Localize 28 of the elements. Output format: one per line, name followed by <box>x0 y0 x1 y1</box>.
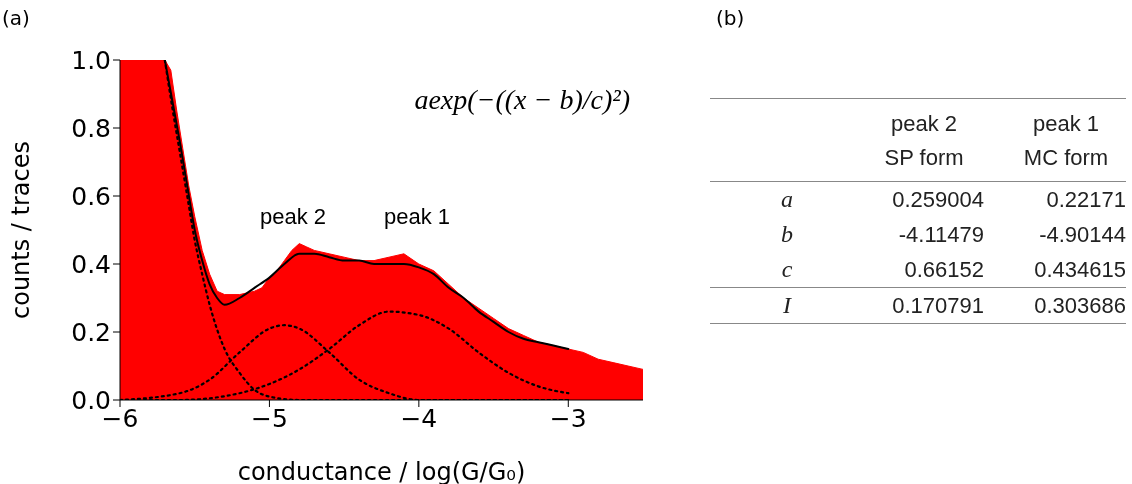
y-axis-title: counts / traces <box>6 140 35 320</box>
annotation: peak 1 <box>384 204 451 230</box>
text: 0.259004 <box>892 186 984 212</box>
category-label: a <box>781 186 793 212</box>
y-tick-label: 0.4 <box>71 249 111 279</box>
category-label: b <box>781 221 793 247</box>
text: 0.434615 <box>1034 256 1126 282</box>
category-label: c <box>781 256 793 282</box>
annotation: aexp(−((x − b)/c)²) <box>414 84 630 116</box>
x-tick-label: −3 <box>549 403 587 433</box>
text: -4.90144 <box>1039 221 1126 247</box>
category-label: I <box>783 292 791 318</box>
annotation: peak 2 <box>260 204 327 230</box>
x-tick-label: −5 <box>251 403 288 433</box>
text: 0.303686 <box>1034 292 1126 318</box>
category-label: peak 1 MC form <box>1022 110 1110 172</box>
text: 0.22171 <box>1046 186 1126 212</box>
text: (b) <box>716 6 745 30</box>
category-label: peak 2 SP form <box>883 110 965 172</box>
y-tick-label: 1.0 <box>71 45 111 75</box>
y-tick-label: 0.2 <box>71 317 111 347</box>
x-tick-label: −4 <box>400 403 438 433</box>
chart-title: (a) <box>2 6 30 30</box>
text: 0.170791 <box>892 292 984 318</box>
y-tick-label: 0.6 <box>71 181 111 211</box>
y-tick-label: 0.8 <box>71 113 111 143</box>
text: 0.66152 <box>904 256 984 282</box>
text: -4.11479 <box>898 221 984 247</box>
